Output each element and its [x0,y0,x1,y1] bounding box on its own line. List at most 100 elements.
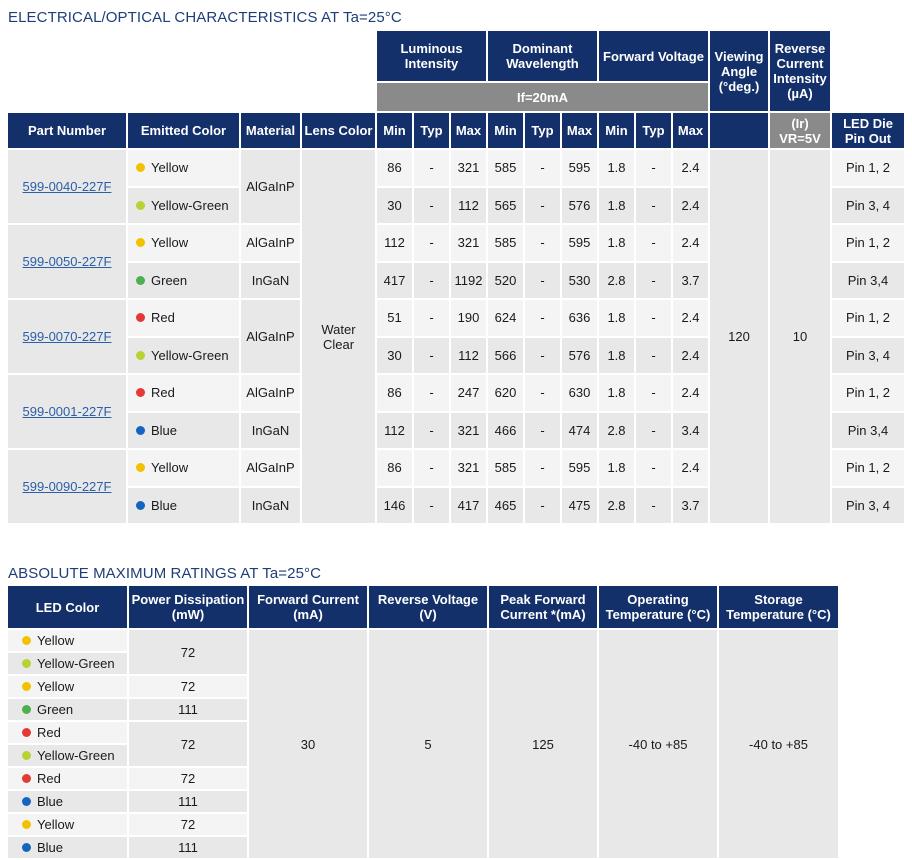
value-cell: 1.8 [599,300,634,336]
led-color-label: Green [37,702,74,717]
part-number-link[interactable]: 599-0090-227F [22,479,112,494]
value-cell: - [636,262,671,298]
value-cell: - [525,187,560,223]
if-condition: If=20mA [377,83,708,111]
emitted-color-label: Yellow-Green [151,347,229,363]
value-cell: 112 [377,225,412,261]
material-cell: AlGaInP [241,375,300,411]
part-number-link[interactable]: 599-0040-227F [22,179,112,194]
part-number-link[interactable]: 599-0050-227F [22,254,112,269]
value-cell: 595 [562,150,597,186]
value-cell: 3.7 [673,262,708,298]
value-cell: 2.8 [599,412,634,448]
led-color-label: Red [37,771,61,786]
led-color-cell: Blue [8,791,127,812]
color-dot-icon [136,163,145,173]
part-number-cell: 599-0040-227F [8,150,126,223]
value-cell: 86 [377,375,412,411]
header-storage-temp: Storage Temperature (°C) [719,586,838,628]
pin-out-cell: Pin 1, 2 [832,300,904,336]
power-dissipation-cell: 111 [129,699,247,720]
value-cell: 2.8 [599,487,634,523]
header-led-die-pin-out: LED Die Pin Out [832,113,904,148]
header-typ: Typ [636,113,671,148]
header-peak-forward-current: Peak Forward Current *(mA) [489,586,597,628]
value-cell: 321 [451,150,486,186]
table-row: Yellow 72 30 5 125 -40 to +85 -40 to +85 [8,630,838,858]
header-luminous-intensity: Luminous Intensity [377,31,486,81]
color-dot-icon [136,500,145,510]
material-cell: InGaN [241,412,300,448]
value-cell: 2.4 [673,187,708,223]
value-cell: - [525,487,560,523]
value-cell: 576 [562,187,597,223]
value-cell: 466 [488,412,523,448]
value-cell: 321 [451,450,486,486]
power-dissipation-cell: 72 [129,630,247,674]
value-cell: 30 [377,187,412,223]
part-number-cell: 599-0070-227F [8,300,126,373]
value-cell: 112 [377,412,412,448]
value-cell: - [414,450,449,486]
table-row: Blue InGaN 146-417 465-475 2.8-3.7 Pin 3, 4 [8,487,904,523]
led-color-cell: Yellow-Green [8,653,127,674]
color-dot-icon [136,275,145,285]
power-dissipation-cell: 72 [129,814,247,835]
value-cell: - [525,225,560,261]
emitted-color-cell: Yellow-Green [128,337,239,373]
table-row: Blue 111 [8,837,838,858]
emitted-color-label: Blue [151,422,178,438]
value-cell: 3.7 [673,487,708,523]
value-cell: 3.4 [673,412,708,448]
header-lens-color: Lens Color [302,113,375,148]
value-cell: 2.4 [673,150,708,186]
color-dot-icon [22,751,31,760]
table-row: Blue 111 [8,791,838,812]
header-power-dissipation: Power Dissipation (mW) [129,586,247,628]
led-color-cell: Red [8,768,127,789]
value-cell: - [636,337,671,373]
value-cell: - [414,150,449,186]
part-number-link[interactable]: 599-0001-227F [22,404,112,419]
table-row: 599-0001-227F Red AlGaInP 86-247 620-630 1.8-… [8,375,904,448]
value-cell: 595 [562,225,597,261]
value-cell: 30 [377,337,412,373]
table-row: Yellow 72 [8,676,838,697]
material-cell: InGaN [241,262,300,298]
led-color-label: Yellow-Green [37,748,115,763]
value-cell: 1.8 [599,187,634,223]
value-cell: - [525,450,560,486]
power-dissipation-cell: 72 [129,676,247,697]
value-cell: 585 [488,225,523,261]
forward-current-cell: 30 [249,630,367,858]
value-cell: 1192 [451,262,486,298]
header-operating-temp: Operating Temperature (°C) [599,586,717,628]
value-cell: - [525,412,560,448]
operating-temp-cell: -40 to +85 [599,630,717,858]
table-row: Yellow-Green 30-112 566-576 1.8-2.4 Pin 3, 4 [8,337,904,373]
color-dot-icon [22,636,31,645]
value-cell: - [636,150,671,186]
pin-out-cell: Pin 3,4 [832,412,904,448]
header-forward-current: Forward Current (mA) [249,586,367,628]
header-reverse-current: Reverse Current Intensity (µA) [770,31,830,111]
emitted-color-label: Red [151,385,175,401]
part-number-link[interactable]: 599-0070-227F [22,329,112,344]
value-cell: - [525,375,560,411]
led-color-label: Yellow [37,633,75,648]
absolute-max-ratings-table: LED Color Power Dissipation (mW) Forward… [6,584,840,860]
value-cell: 2.4 [673,337,708,373]
value-cell: - [636,300,671,336]
material-cell: AlGaInP [241,450,300,486]
value-cell: 2.8 [599,262,634,298]
material-cell: AlGaInP [241,300,300,373]
table-row: Yellow-Green 30-112 565-576 1.8-2.4 Pin 3, 4 [8,187,904,223]
emitted-color-cell: Yellow [128,450,239,486]
part-number-cell: 599-0090-227F [8,450,126,523]
color-dot-icon [22,843,31,852]
value-cell: 2.4 [673,225,708,261]
color-dot-icon [22,820,31,829]
value-cell: - [636,187,671,223]
led-color-label: Red [37,725,61,740]
led-color-label: Yellow [37,679,75,694]
